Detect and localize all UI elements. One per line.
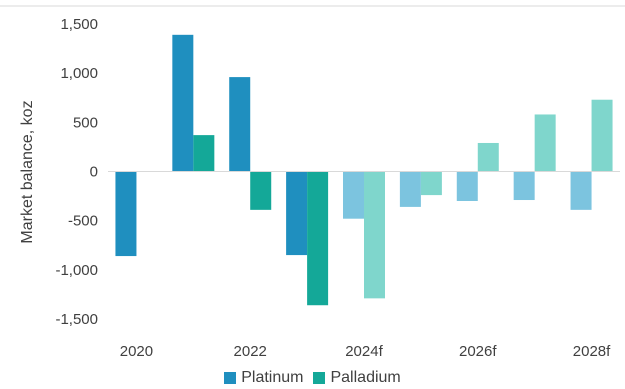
bar-platinum-2022 bbox=[229, 77, 251, 172]
bar-platinum-2021 bbox=[172, 34, 194, 172]
bar-palladium-2024f bbox=[364, 171, 385, 299]
y-tick-label: 0 bbox=[90, 164, 98, 181]
y-tick-label: -1,000 bbox=[55, 262, 98, 279]
bars-group bbox=[115, 34, 613, 306]
bar-palladium-2023 bbox=[307, 171, 329, 306]
bar-platinum-2020 bbox=[115, 171, 137, 257]
bar-palladium-2028f bbox=[591, 99, 613, 172]
bar-platinum-2023 bbox=[286, 171, 308, 256]
bar-platinum-2026f bbox=[456, 171, 478, 201]
x-tick-label: 2026f bbox=[459, 343, 497, 360]
legend-item-palladium: Palladium bbox=[313, 369, 401, 387]
x-tick-label: 2028f bbox=[573, 343, 611, 360]
bar-palladium-2025f bbox=[420, 171, 442, 196]
bar-platinum-2027f bbox=[513, 171, 535, 201]
bar-palladium-2021 bbox=[193, 135, 215, 172]
x-tick-label: 2020 bbox=[120, 343, 153, 360]
x-tick-label: 2024f bbox=[345, 343, 383, 360]
bar-platinum-2024f bbox=[343, 171, 364, 219]
legend-item-platinum: Platinum bbox=[224, 369, 303, 387]
bar-palladium-2022 bbox=[250, 171, 272, 210]
y-tick-label: -500 bbox=[68, 213, 98, 230]
legend: Platinum Palladium bbox=[0, 367, 625, 389]
legend-label-platinum: Platinum bbox=[241, 369, 304, 386]
x-tick-label: 2022 bbox=[234, 343, 267, 360]
bar-platinum-2025f bbox=[399, 171, 421, 207]
legend-label-palladium: Palladium bbox=[330, 369, 401, 386]
y-tick-label: 1,000 bbox=[60, 65, 98, 82]
bar-palladium-2026f bbox=[477, 142, 499, 172]
x-axis-ticks: 2020 2022 2024f 2026f 2028f bbox=[120, 343, 611, 360]
y-tick-label: -1,500 bbox=[55, 311, 98, 328]
bar-palladium-2027f bbox=[534, 114, 556, 172]
y-axis-ticks: 1,500 1,000 500 0 -500 -1,000 -1,500 bbox=[55, 16, 98, 328]
bar-platinum-2028f bbox=[570, 171, 592, 210]
legend-swatch-platinum bbox=[224, 372, 237, 384]
y-tick-label: 500 bbox=[73, 114, 98, 131]
legend-swatch-palladium bbox=[313, 372, 326, 384]
y-axis-title: Market balance, koz bbox=[19, 100, 36, 243]
y-tick-label: 1,500 bbox=[60, 16, 98, 33]
